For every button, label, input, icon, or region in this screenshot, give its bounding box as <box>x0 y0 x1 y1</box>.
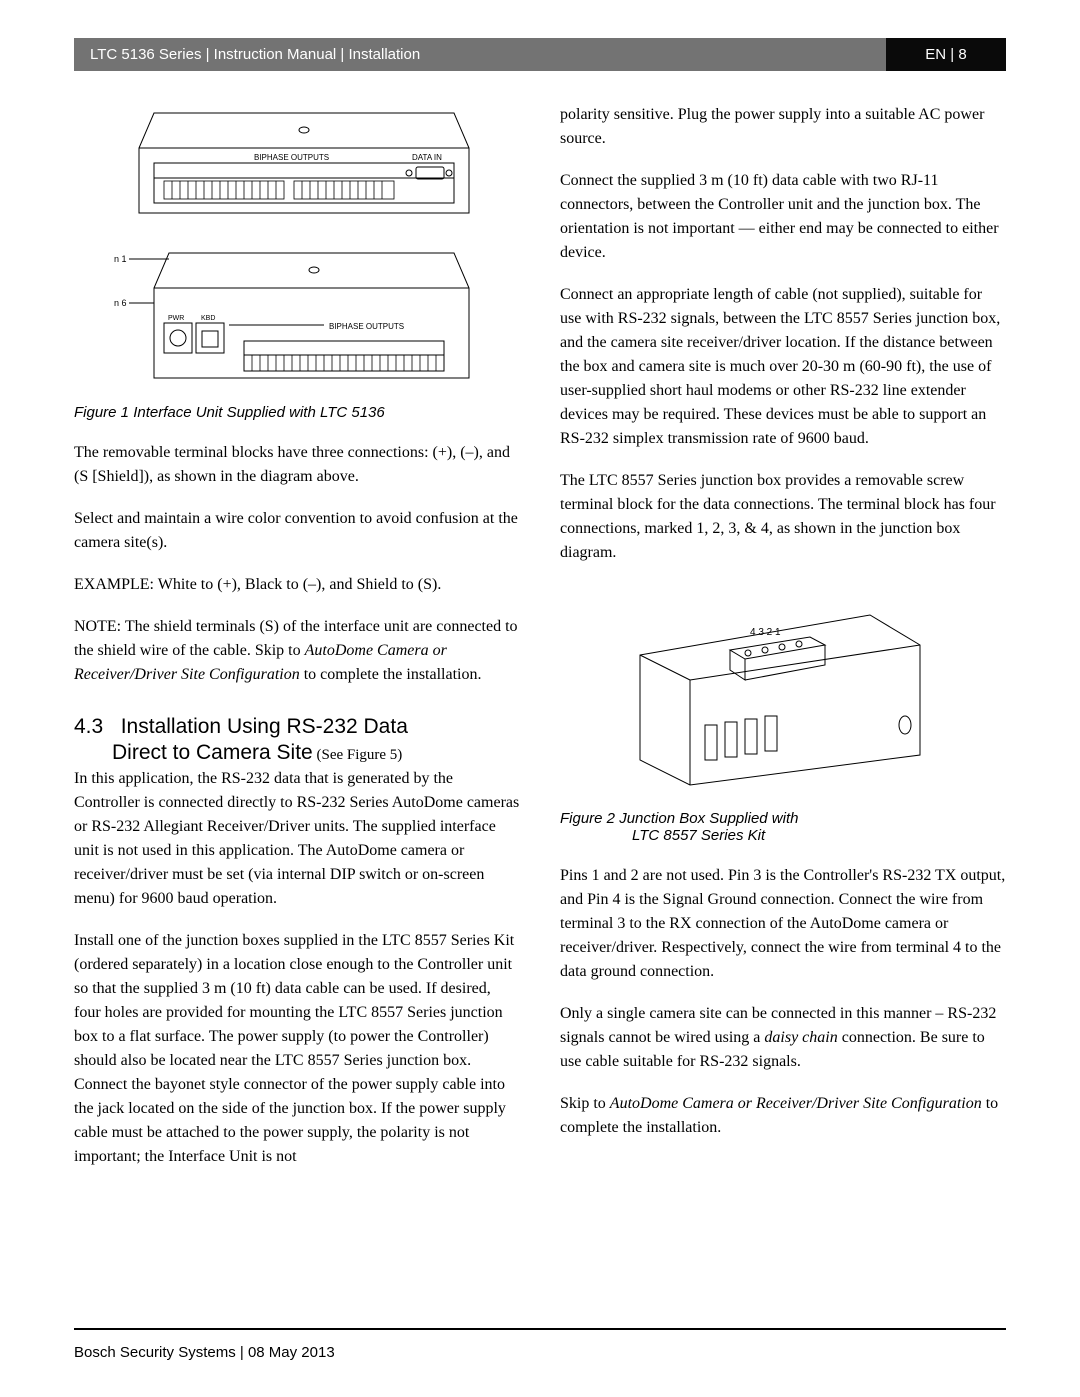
figure-1-diagram: BIPHASE OUTPUTS DATA IN <box>114 103 520 398</box>
right-column: polarity sensitive. Plug the power suppl… <box>560 103 1006 1187</box>
svg-text:KBD: KBD <box>201 315 215 322</box>
footer: Bosch Security Systems | 08 May 2013 <box>74 1328 1006 1361</box>
header-page: EN | 8 <box>886 38 1006 71</box>
para-connect-cable: Connect the supplied 3 m (10 ft) data ca… <box>560 169 1006 265</box>
svg-text:BIPHASE OUTPUTS: BIPHASE OUTPUTS <box>254 153 329 162</box>
svg-text:DATA IN: DATA IN <box>412 153 442 162</box>
para-terminal-block: The LTC 8557 Series junction box provide… <box>560 469 1006 565</box>
svg-text:Pin 6: Pin 6 <box>114 298 127 308</box>
para-example: EXAMPLE: White to (+), Black to (–), and… <box>74 573 520 597</box>
para-single-camera: Only a single camera site can be connect… <box>560 1002 1006 1074</box>
para-wire-convention: Select and maintain a wire color convent… <box>74 507 520 555</box>
para-pins: Pins 1 and 2 are not used. Pin 3 is the … <box>560 864 1006 984</box>
left-column: BIPHASE OUTPUTS DATA IN <box>74 103 520 1187</box>
figure-2-caption: Figure 2 Junction Box Supplied with LTC … <box>560 810 1006 844</box>
section-4-3-heading: 4.3 Installation Using RS-232 Data <box>74 715 520 739</box>
figure-2-diagram: 4 3 2 1 <box>610 595 1006 800</box>
para-cable-length: Connect an appropriate length of cable (… <box>560 283 1006 451</box>
para-skip-to: Skip to AutoDome Camera or Receiver/Driv… <box>560 1092 1006 1140</box>
header-bar: LTC 5136 Series | Instruction Manual | I… <box>74 38 1006 71</box>
svg-text:PWR: PWR <box>168 315 184 322</box>
para-terminal-blocks: The removable terminal blocks have three… <box>74 441 520 489</box>
para-polarity: polarity sensitive. Plug the power suppl… <box>560 103 1006 151</box>
svg-text:BIPHASE OUTPUTS: BIPHASE OUTPUTS <box>329 322 404 331</box>
svg-text:4 3 2 1: 4 3 2 1 <box>750 627 781 638</box>
section-4-3-subheading: Direct to Camera Site (See Figure 5) <box>74 741 520 765</box>
para-rs232-app: In this application, the RS-232 data tha… <box>74 767 520 911</box>
figure-1-caption: Figure 1 Interface Unit Supplied with LT… <box>74 404 520 421</box>
para-install-junction: Install one of the junction boxes suppli… <box>74 929 520 1169</box>
para-note-shield: NOTE: The shield terminals (S) of the in… <box>74 615 520 687</box>
header-title: LTC 5136 Series | Instruction Manual | I… <box>74 38 886 71</box>
svg-text:Pin 1: Pin 1 <box>114 254 127 264</box>
